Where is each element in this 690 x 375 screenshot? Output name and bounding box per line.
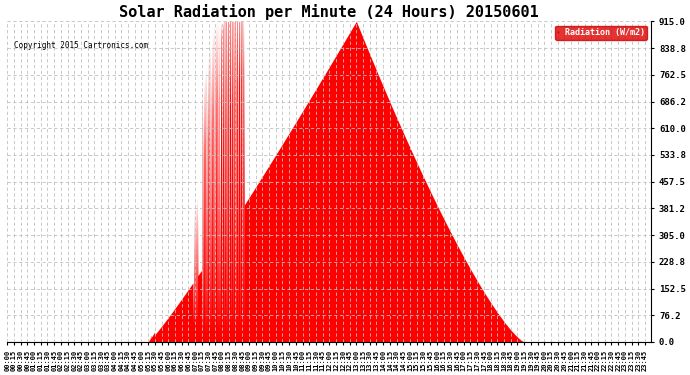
- Title: Solar Radiation per Minute (24 Hours) 20150601: Solar Radiation per Minute (24 Hours) 20…: [119, 4, 539, 20]
- Legend: Radiation (W/m2): Radiation (W/m2): [555, 26, 647, 39]
- Text: Copyright 2015 Cartronics.com: Copyright 2015 Cartronics.com: [14, 40, 148, 50]
